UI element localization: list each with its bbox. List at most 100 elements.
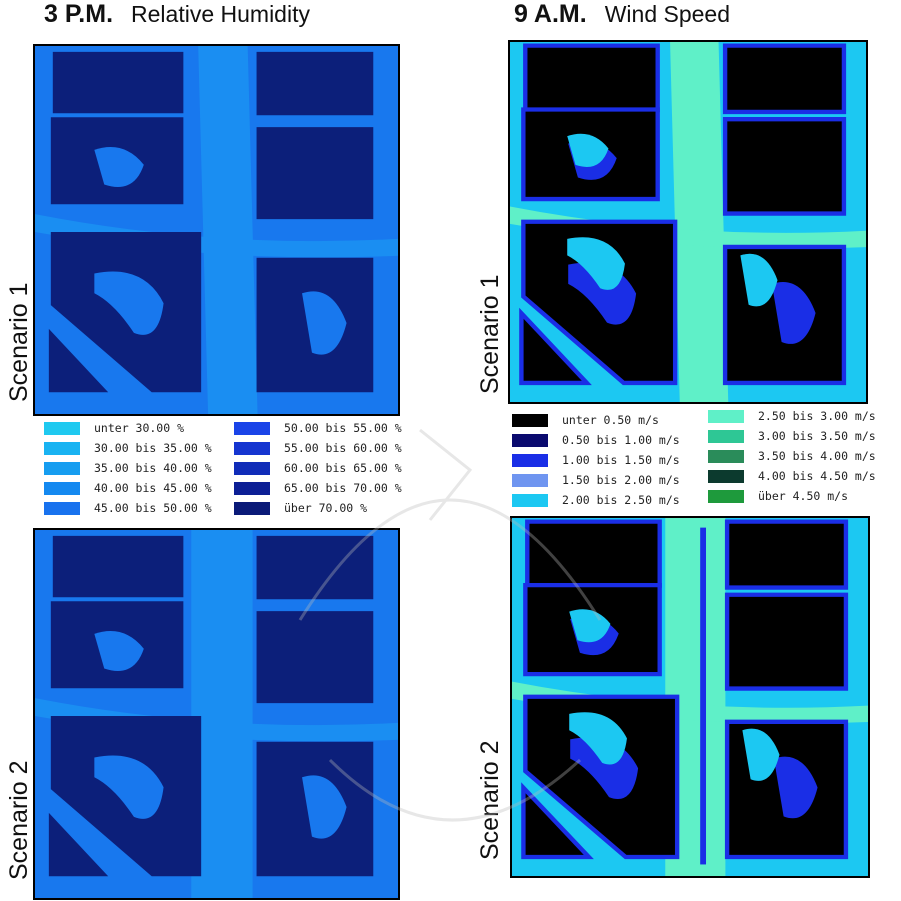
wind-legend-item: 2.00 bis 2.50 m/s	[512, 492, 680, 508]
humidity-scenario-1-label: Scenario 1	[5, 282, 33, 402]
legend-label: über 70.00 %	[284, 501, 368, 515]
wind-variable-label: Wind Speed	[604, 1, 731, 27]
legend-label: unter 30.00 %	[94, 421, 185, 435]
legend-swatch	[234, 481, 270, 495]
building-block	[48, 812, 109, 877]
building-block	[52, 51, 184, 114]
building-block	[256, 535, 374, 600]
legend-swatch	[512, 433, 548, 447]
legend-label: 4.00 bis 4.50 m/s	[758, 469, 876, 483]
building-block	[729, 596, 844, 687]
humidity-legend-item: 40.00 bis 45.00 %	[44, 480, 212, 496]
building-block	[256, 127, 374, 220]
building-block	[727, 47, 842, 110]
legend-swatch	[708, 469, 744, 483]
courtyard	[94, 631, 144, 671]
legend-label: 2.50 bis 3.00 m/s	[758, 409, 876, 423]
legend-label: 55.00 bis 60.00 %	[284, 441, 402, 455]
courtyard-core	[567, 133, 609, 167]
legend-swatch	[44, 501, 80, 515]
wind-map-scenario-1	[508, 40, 868, 404]
humidity-legend-item: 65.00 bis 70.00 %	[234, 480, 402, 496]
cross-street	[35, 698, 398, 742]
wind-legend: unter 0.50 m/s 0.50 bis 1.00 m/s 1.00 bi…	[512, 408, 892, 508]
legend-swatch	[44, 441, 80, 455]
humidity-map-scenario-2	[33, 528, 400, 900]
courtyard	[773, 756, 818, 819]
central-street	[665, 518, 726, 876]
legend-swatch	[44, 481, 80, 495]
legend-swatch	[512, 473, 548, 487]
humidity-map-scenario-1	[33, 44, 400, 416]
legend-swatch	[44, 461, 80, 475]
humidity-legend-item: 30.00 bis 35.00 %	[44, 440, 212, 456]
legend-label: 50.00 bis 55.00 %	[284, 421, 402, 435]
cross-street	[512, 681, 868, 724]
humidity-legend-item: über 70.00 %	[234, 500, 367, 516]
legend-swatch	[708, 449, 744, 463]
wind-legend-item: über 4.50 m/s	[708, 488, 848, 504]
humidity-map-1-svg	[35, 46, 398, 414]
central-divider	[700, 527, 707, 865]
legend-label: 40.00 bis 45.00 %	[94, 481, 212, 495]
legend-label: 3.50 bis 4.00 m/s	[758, 449, 876, 463]
legend-swatch	[708, 409, 744, 423]
legend-label: 3.00 bis 3.50 m/s	[758, 429, 876, 443]
wind-time-label: 9 A.M.	[514, 0, 587, 28]
courtyard	[302, 291, 347, 355]
central-street	[191, 530, 253, 898]
wind-legend-item: 2.50 bis 3.00 m/s	[708, 408, 876, 424]
legend-label: über 4.50 m/s	[758, 489, 849, 503]
legend-swatch	[234, 461, 270, 475]
humidity-scenario-2-label: Scenario 2	[5, 760, 33, 880]
humidity-map-2-svg	[35, 530, 398, 898]
courtyard	[302, 775, 347, 839]
legend-label: 30.00 bis 35.00 %	[94, 441, 212, 455]
wind-scenario-2-label: Scenario 2	[476, 740, 504, 860]
legend-swatch	[512, 453, 548, 467]
building-block	[727, 121, 842, 212]
courtyard-core	[569, 712, 627, 765]
wind-scenario-1-label: Scenario 1	[476, 274, 504, 394]
courtyard	[94, 755, 164, 819]
wind-map-2-svg	[512, 518, 868, 876]
building-block	[529, 523, 658, 584]
wind-map-scenario-2	[510, 516, 870, 878]
legend-swatch	[708, 429, 744, 443]
wind-legend-item: 1.50 bis 2.00 m/s	[512, 472, 680, 488]
humidity-legend-item: 50.00 bis 55.00 %	[234, 420, 402, 436]
courtyard-core	[567, 237, 625, 290]
wind-legend-item: 1.00 bis 1.50 m/s	[512, 452, 680, 468]
courtyard-core	[740, 253, 778, 307]
legend-label: 1.50 bis 2.00 m/s	[562, 473, 680, 487]
building-block	[527, 47, 656, 108]
legend-swatch	[512, 493, 548, 507]
legend-label: 45.00 bis 50.00 %	[94, 501, 212, 515]
legend-label: 1.00 bis 1.50 m/s	[562, 453, 680, 467]
humidity-legend-item: 60.00 bis 65.00 %	[234, 460, 402, 476]
courtyard	[94, 147, 144, 187]
wind-legend-item: 3.50 bis 4.00 m/s	[708, 448, 876, 464]
cross-street	[35, 214, 398, 258]
central-street	[198, 46, 258, 414]
cross-street	[510, 206, 866, 249]
building-block	[256, 611, 374, 704]
building-block	[256, 51, 374, 116]
humidity-panel-title: 3 P.M. Relative Humidity	[44, 0, 310, 34]
courtyard-core	[569, 609, 611, 643]
wind-panel-title: 9 A.M. Wind Speed	[514, 0, 730, 34]
legend-label: 35.00 bis 40.00 %	[94, 461, 212, 475]
legend-swatch	[708, 489, 744, 503]
legend-label: 0.50 bis 1.00 m/s	[562, 433, 680, 447]
legend-label: unter 0.50 m/s	[562, 413, 659, 427]
legend-swatch	[512, 413, 548, 427]
humidity-variable-label: Relative Humidity	[131, 1, 310, 27]
legend-swatch	[44, 421, 80, 435]
wind-legend-item: 0.50 bis 1.00 m/s	[512, 432, 680, 448]
wind-legend-item: unter 0.50 m/s	[512, 412, 659, 428]
humidity-time-label: 3 P.M.	[44, 0, 114, 28]
legend-label: 60.00 bis 65.00 %	[284, 461, 402, 475]
humidity-legend-item: 35.00 bis 40.00 %	[44, 460, 212, 476]
legend-label: 65.00 bis 70.00 %	[284, 481, 402, 495]
legend-label: 2.00 bis 2.50 m/s	[562, 493, 680, 507]
